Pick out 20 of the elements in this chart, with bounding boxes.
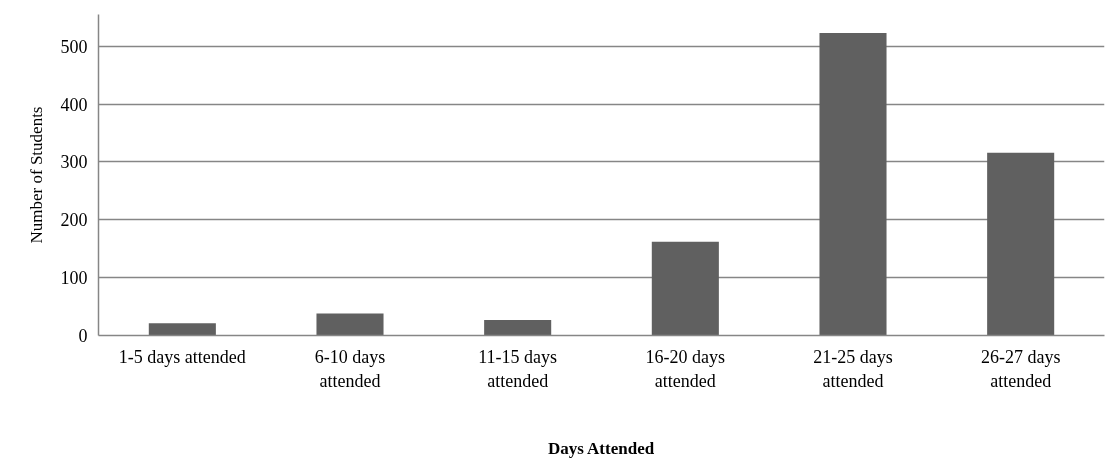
y-tick-label: 500 <box>60 36 88 57</box>
y-tick-label: 400 <box>60 94 88 115</box>
bar <box>819 33 887 336</box>
y-tick-label: 300 <box>60 152 88 173</box>
x-tick-label: 26-27 days attended <box>980 346 1061 391</box>
bar <box>651 241 719 336</box>
bar <box>484 319 552 336</box>
x-tick-label: 6-10 days attended <box>314 346 386 391</box>
bar <box>148 323 216 336</box>
y-tick-label: 0 <box>78 326 88 346</box>
bar <box>316 313 384 336</box>
x-axis-title: Days Attended <box>547 438 655 458</box>
y-tick-label: 100 <box>60 268 88 289</box>
bar <box>987 152 1055 336</box>
x-tick-label: 16-20 days attended <box>645 346 726 391</box>
y-tick-label: 200 <box>60 210 88 231</box>
x-tick-label: 1-5 days attended <box>118 346 246 367</box>
x-tick-label: 21-25 days attended <box>813 346 893 391</box>
x-tick-label: 11-15 days attended <box>478 346 558 391</box>
y-axis-title: Number of Students <box>26 106 46 244</box>
